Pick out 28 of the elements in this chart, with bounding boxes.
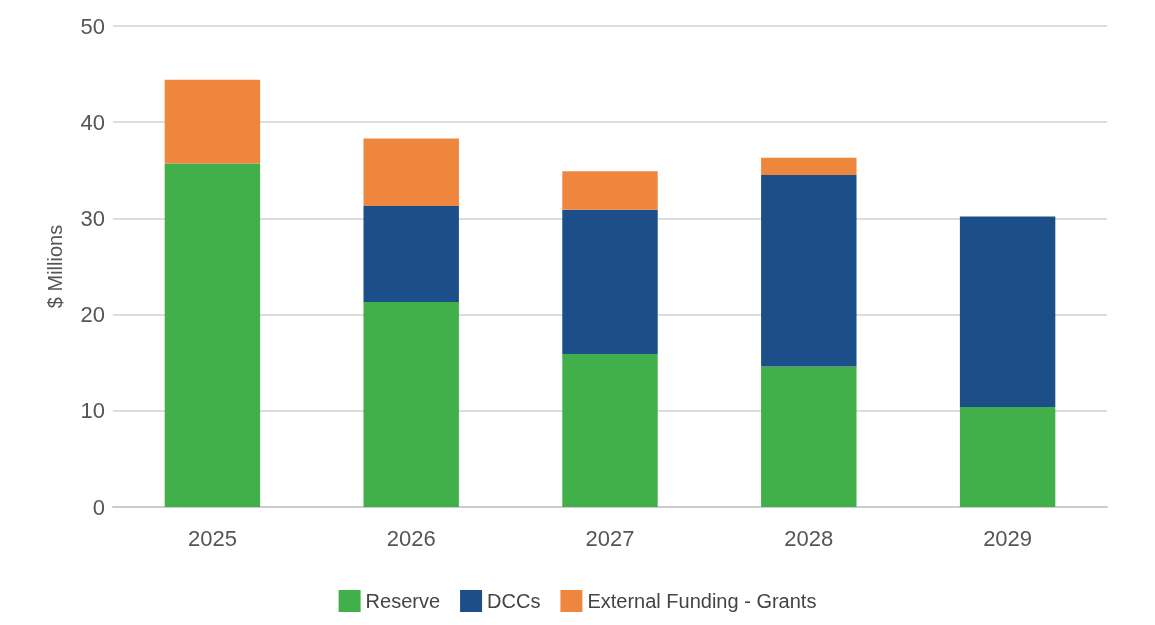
x-tick-label: 2025 [187, 525, 237, 551]
bar [562, 209, 658, 355]
y-tick-label: 40 [80, 109, 105, 135]
x-tick-label: 2026 [386, 525, 436, 551]
bar [363, 205, 459, 303]
x-tick-label: 2027 [585, 525, 635, 551]
bar [761, 366, 857, 507]
bar [363, 302, 459, 507]
bar [562, 354, 658, 507]
y-tick-label: 10 [80, 398, 105, 424]
y-tick-label: 0 [92, 494, 105, 520]
bar [562, 171, 658, 210]
bar [761, 157, 857, 176]
x-tick-label: 2029 [983, 525, 1033, 551]
bar [959, 406, 1056, 507]
y-tick-label: 30 [80, 205, 105, 231]
legend-label: External Funding - Grants [587, 590, 817, 612]
bar [164, 163, 261, 507]
bar [959, 216, 1056, 407]
bar [164, 79, 261, 164]
y-axis-title: $ Millions [44, 224, 66, 309]
y-tick-label: 50 [80, 13, 105, 39]
legend-label: Reserve [365, 590, 441, 612]
bar [761, 175, 857, 367]
legend-label: DCCs [487, 590, 541, 612]
y-tick-label: 20 [80, 302, 105, 328]
bar [363, 138, 459, 206]
x-tick-label: 2028 [784, 525, 834, 551]
